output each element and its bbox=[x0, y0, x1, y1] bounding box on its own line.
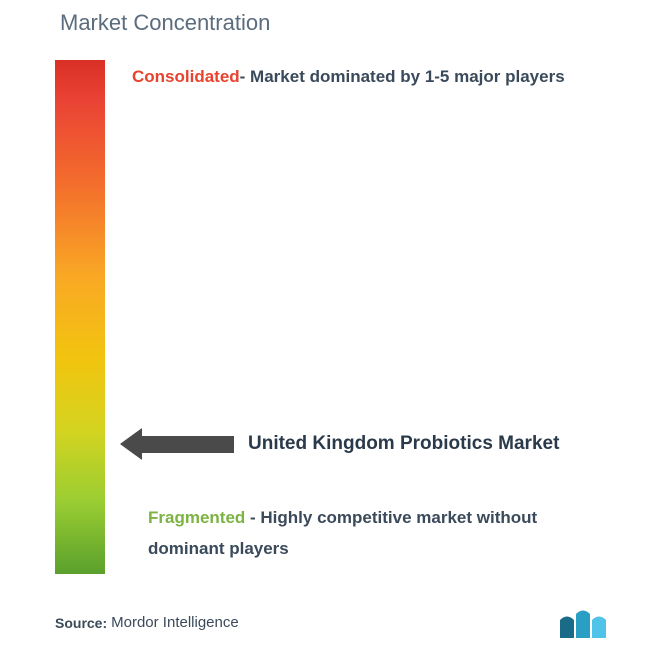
mordor-logo-icon bbox=[560, 608, 606, 638]
consolidated-description: - Market dominated by 1-5 major players bbox=[240, 67, 565, 86]
consolidated-label-block: Consolidated- Market dominated by 1-5 ma… bbox=[132, 62, 582, 93]
source-value: Mordor Intelligence bbox=[111, 614, 239, 631]
arrow-left-icon bbox=[120, 428, 234, 460]
page-title: Market Concentration bbox=[60, 10, 270, 36]
concentration-gradient-bar bbox=[55, 60, 105, 574]
fragmented-label: Fragmented bbox=[148, 508, 245, 527]
marker-label: United Kingdom Probiotics Market bbox=[248, 433, 559, 455]
fragmented-label-block: Fragmented - Highly competitive market w… bbox=[148, 503, 598, 565]
source-row: Source: Mordor Intelligence bbox=[55, 614, 615, 631]
consolidated-label: Consolidated bbox=[132, 67, 240, 86]
arrow-head bbox=[120, 428, 142, 460]
market-position-marker: United Kingdom Probiotics Market bbox=[120, 428, 559, 460]
arrow-shaft bbox=[142, 436, 234, 453]
source-label: Source: bbox=[55, 615, 107, 631]
